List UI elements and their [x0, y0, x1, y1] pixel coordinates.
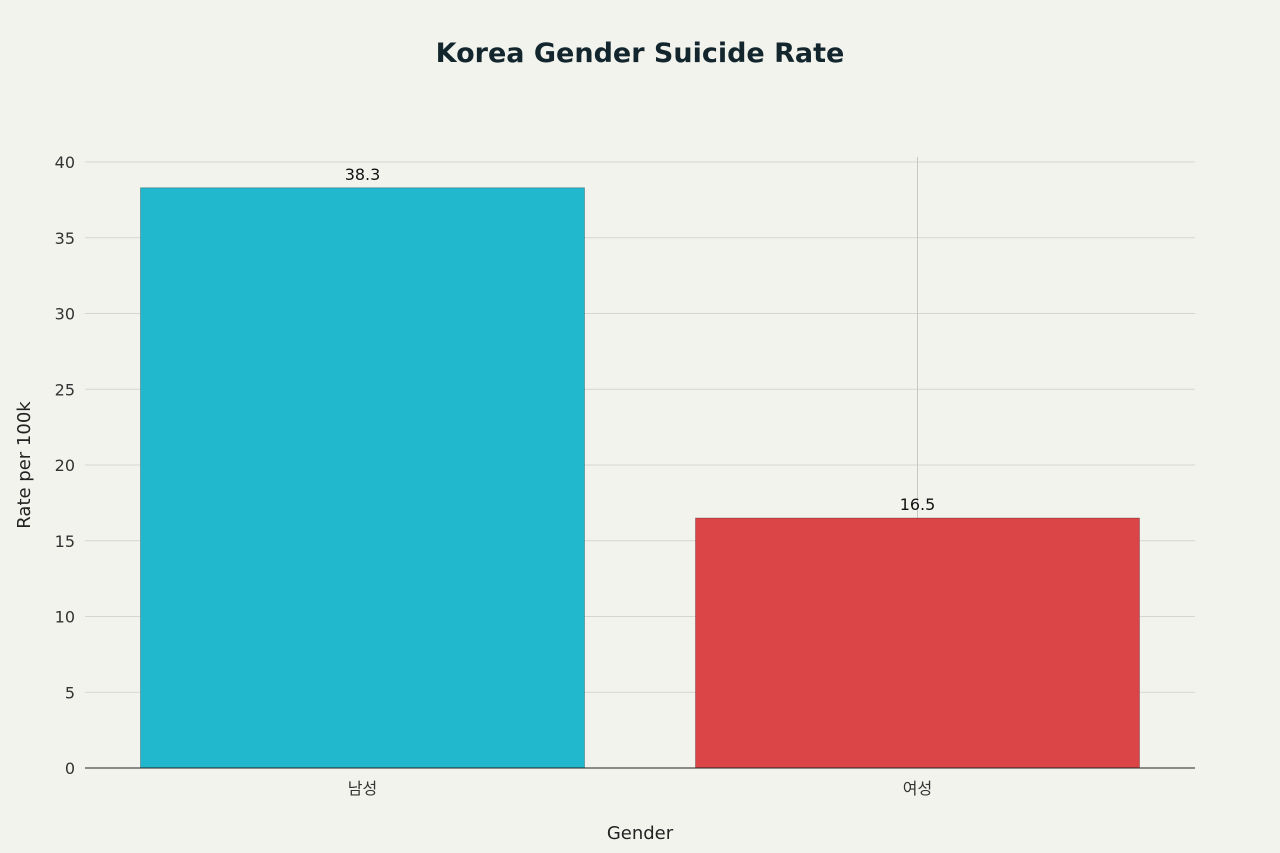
- data-labels: 38.3 16.5: [345, 165, 936, 514]
- data-label: 16.5: [900, 495, 936, 514]
- y-tick-label: 5: [65, 683, 75, 702]
- y-tick-label: 20: [55, 456, 75, 475]
- x-tick-label: 여성: [903, 779, 932, 798]
- y-tick-label: 15: [55, 532, 75, 551]
- y-tick-label: 35: [55, 229, 75, 248]
- bar-2: [695, 517, 1140, 769]
- bars: [140, 187, 1140, 769]
- bar-1: [140, 187, 585, 769]
- y-axis-title: Rate per 100k: [14, 401, 35, 529]
- y-tick-label: 10: [55, 608, 75, 627]
- x-tick-labels: 남성 여성: [348, 779, 932, 798]
- x-axis-title: Gender: [607, 823, 674, 844]
- y-tick-label: 30: [55, 305, 75, 324]
- chart-title: Korea Gender Suicide Rate: [436, 38, 845, 69]
- y-tick-label: 0: [65, 759, 75, 778]
- data-label: 38.3: [345, 165, 381, 184]
- y-tick-label: 25: [55, 380, 75, 399]
- y-tick-labels: 0 5 10 15 20 25 30 35 40: [55, 153, 75, 778]
- y-tick-label: 40: [55, 153, 75, 172]
- x-tick-label: 남성: [348, 779, 377, 798]
